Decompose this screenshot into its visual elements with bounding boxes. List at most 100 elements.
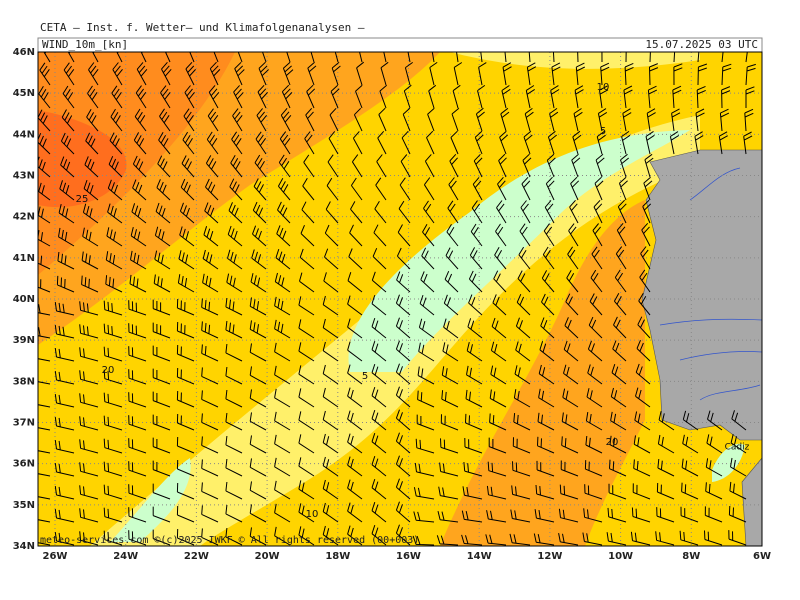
wind-barb <box>54 440 75 454</box>
wind-barb <box>613 316 627 339</box>
wind-barb <box>655 531 675 546</box>
wind-barb <box>443 294 459 316</box>
wind-barb <box>697 63 708 86</box>
wind-barb <box>718 131 728 155</box>
wind-barb <box>161 61 172 86</box>
wind-barb <box>528 52 531 63</box>
wind-barb <box>485 534 507 546</box>
parameter-label: WIND_10m_[kn] <box>42 38 128 51</box>
wind-barb <box>54 348 75 362</box>
wind-barb <box>157 155 171 178</box>
wind-barb <box>233 85 244 109</box>
wind-barb <box>132 155 147 178</box>
wind-barb <box>468 270 483 293</box>
wind-barb <box>275 248 291 270</box>
wind-barb <box>396 247 411 270</box>
wind-barb <box>594 176 604 201</box>
wind-barb <box>225 389 243 408</box>
wind-barb <box>347 272 363 293</box>
wind-barb <box>631 507 651 523</box>
wind-barb <box>208 85 220 109</box>
wind-barb <box>81 251 99 270</box>
wind-barb <box>202 249 219 270</box>
wind-barb <box>322 364 339 385</box>
wind-barb <box>427 107 435 132</box>
wind-barb <box>228 202 243 224</box>
wind-barb <box>587 364 603 385</box>
wind-barb <box>376 154 387 178</box>
wind-barb <box>322 387 339 408</box>
contour-label: 20 <box>102 365 115 376</box>
wind-barb <box>403 84 412 109</box>
wind-barb <box>249 366 267 385</box>
wind-barb <box>610 387 627 408</box>
wind-barb <box>443 318 459 339</box>
wind-barb <box>371 363 387 385</box>
wind-barb <box>237 52 243 63</box>
wind-barb <box>234 61 245 86</box>
wind-barb <box>456 52 459 63</box>
wind-barb <box>249 435 267 454</box>
wind-barb <box>496 200 507 224</box>
wind-barb <box>464 437 483 454</box>
wind-barb <box>176 436 195 454</box>
wind-barb <box>128 415 147 431</box>
wind-barb <box>633 435 651 454</box>
wind-barb <box>495 223 507 247</box>
wind-barb <box>407 52 411 63</box>
wind-barb <box>636 340 651 362</box>
wind-barb <box>201 436 219 454</box>
wind-barb <box>156 179 171 201</box>
wind-barb <box>108 155 123 178</box>
wind-barb <box>566 269 579 293</box>
wind-barb <box>179 202 195 224</box>
wind-barb <box>103 484 123 500</box>
wind-barb <box>307 61 317 86</box>
wind-barb <box>110 108 123 132</box>
wind-barb <box>444 270 459 293</box>
wind-barb <box>399 177 411 201</box>
wind-barb <box>474 130 484 155</box>
wind-barb <box>499 130 509 155</box>
wind-barb <box>646 108 656 132</box>
wind-barb <box>371 386 387 408</box>
wind-barb <box>537 412 555 431</box>
wind-barb <box>257 84 268 109</box>
wind-barb <box>439 462 459 477</box>
wind-barb <box>467 318 483 339</box>
wind-barb <box>347 387 363 408</box>
wind-barb <box>517 270 531 293</box>
wind-barb <box>492 294 507 316</box>
wind-barb <box>298 411 315 431</box>
field-light-yellow <box>450 52 700 69</box>
wind-barb <box>249 343 267 362</box>
wind-barb <box>213 52 219 63</box>
wind-barb <box>179 226 195 247</box>
wind-barb <box>489 389 507 408</box>
wind-barb <box>436 535 459 546</box>
wind-barb <box>262 52 267 63</box>
wind-barb <box>395 524 411 546</box>
wind-barb <box>634 411 651 431</box>
contour-label: 25 <box>76 194 89 205</box>
wind-barb <box>300 225 315 247</box>
wind-barb <box>512 437 531 454</box>
wind-barb <box>225 366 243 385</box>
wind-barb <box>92 52 99 63</box>
wind-barb <box>128 300 147 316</box>
wind-barb <box>377 130 387 155</box>
wind-barb <box>128 369 147 385</box>
wind-barb <box>128 461 147 477</box>
wind-barb <box>493 270 507 293</box>
wind-barb <box>201 459 219 477</box>
lon-label: 18W <box>325 551 350 562</box>
wind-barb <box>558 533 579 546</box>
wind-barb <box>380 61 389 86</box>
wind-barb <box>520 200 531 224</box>
wind-barb <box>465 413 483 431</box>
wind-barb <box>606 532 627 546</box>
wind-barb <box>38 542 51 546</box>
wind-barb <box>305 107 315 132</box>
wind-barb <box>418 342 435 362</box>
